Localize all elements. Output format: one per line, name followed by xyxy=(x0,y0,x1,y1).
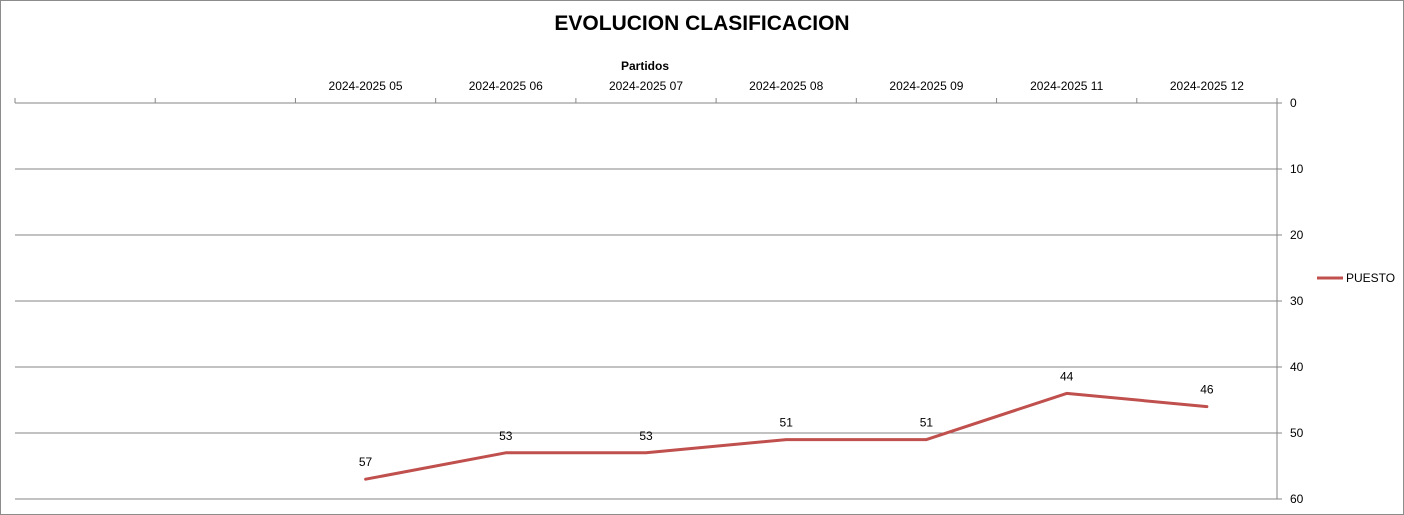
x-tick-label: 2024-2025 06 xyxy=(469,79,543,93)
y-tick-label: 50 xyxy=(1290,426,1304,440)
data-point xyxy=(1206,406,1208,408)
x-axis-label: Partidos xyxy=(620,59,669,73)
data-point xyxy=(785,439,787,441)
x-tick-label: 2024-2025 09 xyxy=(889,79,963,93)
data-point xyxy=(645,452,647,454)
y-tick-label: 0 xyxy=(1290,96,1297,110)
x-tick-label: 2024-2025 11 xyxy=(1030,79,1104,93)
data-label: 57 xyxy=(359,455,373,469)
data-label: 53 xyxy=(499,429,513,443)
legend: PUESTO xyxy=(1317,271,1395,285)
data-label: 46 xyxy=(1200,383,1214,397)
data-point xyxy=(505,452,507,454)
data-point xyxy=(925,439,927,441)
y-tick-label: 30 xyxy=(1290,294,1304,308)
data-point xyxy=(365,478,367,480)
y-tick-label: 40 xyxy=(1290,360,1304,374)
data-point xyxy=(1066,392,1068,394)
y-tick-label: 10 xyxy=(1290,162,1304,176)
y-tick-label: 20 xyxy=(1290,228,1304,242)
data-label: 51 xyxy=(920,416,934,430)
gridlines xyxy=(15,168,1277,500)
x-tick-label: 2024-2025 08 xyxy=(749,79,823,93)
axes xyxy=(14,98,1282,500)
y-tick-labels: 0 10 20 30 40 50 60 xyxy=(1290,96,1304,506)
data-label: 53 xyxy=(639,429,653,443)
x-tick-label: 2024-2025 07 xyxy=(609,79,683,93)
data-label: 44 xyxy=(1060,369,1074,383)
data-label: 51 xyxy=(780,416,794,430)
series-lines xyxy=(364,391,1209,481)
data-labels: 57 53 53 51 51 44 46 xyxy=(359,369,1214,469)
x-tick-labels: 2024-2025 05 2024-2025 06 2024-2025 07 2024… xyxy=(329,79,1245,93)
chart-title: EVOLUCION CLASIFICACION xyxy=(554,12,850,35)
series-line-puesto xyxy=(364,391,1209,481)
x-tick-label: 2024-2025 05 xyxy=(329,79,403,93)
legend-label: PUESTO xyxy=(1346,271,1395,285)
x-tick-label: 2024-2025 12 xyxy=(1170,79,1244,93)
y-tick-label: 60 xyxy=(1290,492,1304,506)
